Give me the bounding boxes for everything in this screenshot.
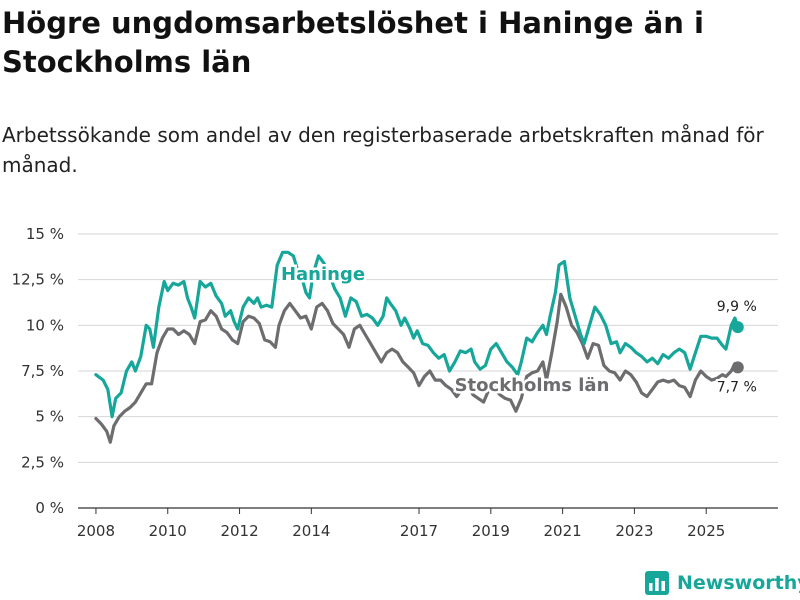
y-tick-label: 7,5 % (21, 362, 64, 380)
end-point-haninge (731, 321, 744, 334)
chart-subtitle: Arbetssökande som andel av den registerb… (2, 123, 764, 177)
end-point-stockholm (731, 361, 744, 374)
y-tick-label: 15 % (26, 225, 64, 243)
x-tick-label: 2021 (544, 522, 582, 540)
x-tick-label: 2019 (472, 522, 510, 540)
y-tick-label: 10 % (26, 316, 64, 334)
y-tick-label: 2,5 % (21, 453, 64, 471)
y-tick-label: 12,5 % (12, 271, 64, 289)
y-tick-label: 5 % (35, 408, 64, 426)
series-line-stockholm (94, 292, 740, 444)
x-axis-ticks: 2008 2010 2012 2014 2017 2019 2021 2023 2025 (77, 508, 725, 540)
x-tick-label: 2017 (400, 522, 438, 540)
gridlines (78, 233, 778, 509)
y-tick-label: 0 % (35, 499, 64, 517)
brand-logo: Newsworthy (645, 568, 800, 598)
x-tick-label: 2010 (149, 522, 187, 540)
brand-name: Newsworthy (677, 572, 800, 594)
x-tick-label: 2008 (77, 522, 115, 540)
series-label-stockholm: Stockholms län (455, 375, 610, 396)
series-line-haninge (94, 250, 740, 419)
end-label-stockholm: 7,7 % (717, 379, 757, 395)
end-label-haninge: 9,9 % (717, 299, 757, 315)
series-lines (94, 250, 744, 444)
bar-chart-icon (645, 571, 669, 595)
x-tick-label: 2023 (615, 522, 653, 540)
chart-title: Högre ungdomsarbetslöshet i Haninge än i… (2, 6, 704, 79)
series-label-haninge: Haninge (281, 264, 365, 285)
x-tick-label: 2025 (687, 522, 725, 540)
series-labels: Haninge Stockholms län 9,9 % 7,7 % (278, 262, 758, 399)
x-tick-label: 2014 (292, 522, 330, 540)
y-axis-ticks: 0 % 2,5 % 5 % 7,5 % 10 % 12,5 % 15 % (12, 225, 64, 517)
x-tick-label: 2012 (220, 522, 258, 540)
